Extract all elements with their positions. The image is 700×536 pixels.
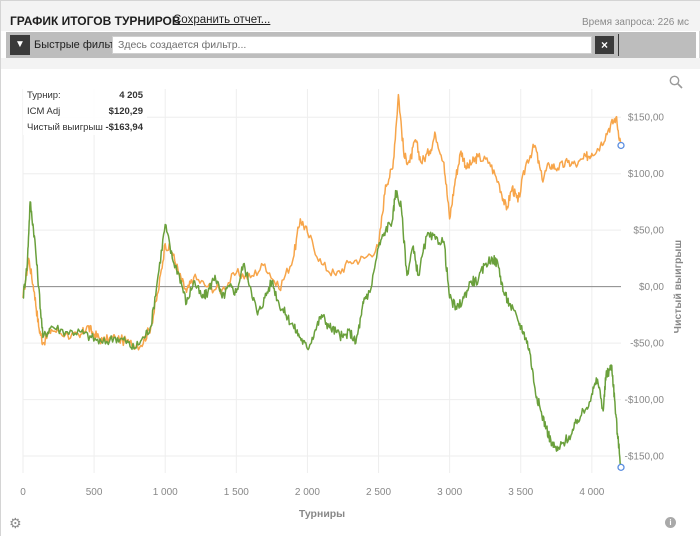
stat-value: $120,29 (108, 106, 143, 117)
series-end-marker (617, 141, 625, 150)
y-tick-label: -$150,00 (625, 452, 665, 463)
toolbar-strip (1, 58, 700, 69)
x-tick-label: 2 000 (295, 487, 320, 498)
header-bar: ГРАФИК ИТОГОВ ТУРНИРОВ Сохранить отчет..… (1, 1, 700, 31)
x-tick-label: 3 500 (508, 487, 533, 498)
y-axis-title: Чистый выигрыш (672, 240, 684, 334)
x-tick-label: 2 500 (366, 487, 391, 498)
y-tick-label: -$100,00 (625, 395, 665, 406)
y-axis-ticks: $150,00 $100,00 $50,00 $0,00 -$50,00 -$100,00… (625, 113, 665, 463)
y-tick-label: $100,00 (628, 169, 665, 180)
quick-filter-label: Быстрые фильтры (34, 39, 112, 51)
info-icon[interactable]: i (665, 517, 676, 528)
stat-label: Турнир: (27, 90, 61, 101)
x-tick-label: 1 000 (153, 487, 178, 498)
y-tick-label: $0,00 (639, 282, 664, 293)
y-tick-label: $50,00 (633, 226, 664, 237)
stat-value: -$163,94 (105, 122, 143, 133)
save-report-link[interactable]: Сохранить отчет... (173, 14, 271, 26)
x-tick-label: 500 (86, 487, 103, 498)
close-icon[interactable]: × (595, 36, 614, 54)
series-end-marker (617, 463, 625, 472)
series-layer (22, 93, 625, 472)
page-title: ГРАФИК ИТОГОВ ТУРНИРОВ (10, 14, 181, 28)
stat-value: 4 205 (119, 90, 143, 101)
x-tick-label: 4 000 (579, 487, 604, 498)
filter-input[interactable] (112, 36, 592, 54)
filter-divider (618, 34, 619, 56)
series-line-1 (22, 189, 622, 468)
x-axis-ticks: 0 500 1 000 1 500 2 000 2 500 3 000 3 500 4 000 (20, 487, 605, 498)
funnel-icon[interactable]: ▼ (10, 35, 30, 55)
y-tick-label: $150,00 (628, 113, 665, 124)
gear-icon[interactable]: ⚙ (9, 515, 22, 531)
stat-label: ICM Adj (27, 106, 61, 117)
x-tick-label: 0 (20, 487, 26, 498)
stat-row-net-winnings: Чистый выигрыш -$163,94 (23, 119, 147, 135)
stats-overlay: Турнир: 4 205 ICM Adj $120,29 Чистый выи… (23, 87, 147, 135)
x-tick-label: 1 500 (224, 487, 249, 498)
tournament-results-chart[interactable]: 0 500 1 000 1 500 2 000 2 500 3 000 3 500 4 000 … (1, 69, 700, 536)
zoom-icon[interactable] (669, 75, 683, 89)
stat-row-tournaments: Турнир: 4 205 (23, 87, 147, 103)
quick-filter-bar: ▼ Быстрые фильтры × (6, 32, 696, 58)
chart-background (1, 69, 700, 536)
stat-row-icm-adj: ICM Adj $120,29 (23, 103, 147, 119)
stat-label: Чистый выигрыш (27, 122, 103, 133)
query-time-text: Время запроса: 226 мс (581, 17, 689, 28)
y-tick-label: -$50,00 (630, 339, 664, 350)
x-axis-title: Турниры (299, 508, 345, 520)
x-tick-label: 3 000 (437, 487, 462, 498)
